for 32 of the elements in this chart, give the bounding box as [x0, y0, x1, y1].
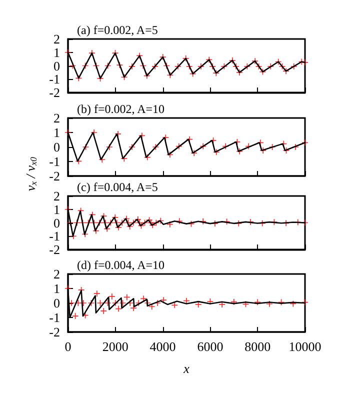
y-tick-label: 1	[54, 125, 60, 140]
y-tick-label: 2	[54, 110, 60, 126]
y-tick-label: -2	[49, 85, 60, 100]
y-tick-label: 0	[54, 58, 60, 74]
x-tick-label: 4000	[150, 339, 176, 354]
y-tick-label: 0	[54, 215, 60, 230]
x-tick-label: 6000	[197, 339, 224, 354]
y-tick-label: -2	[49, 168, 60, 184]
y-tick-label: 0	[54, 140, 60, 154]
y-tick-label: -2	[49, 242, 60, 257]
y-tick-label: 2	[54, 188, 60, 204]
y-tick-label: 1	[54, 281, 60, 296]
chart-title: (b) f=0.002, A=10	[77, 102, 165, 116]
y-tick-label: 1	[54, 44, 60, 60]
y-tick-label: 0	[54, 296, 60, 310]
x-axis-title: x	[182, 361, 190, 376]
y-tick-label: 2	[54, 32, 60, 46]
y-tick-label: -1	[49, 72, 60, 87]
x-tick-label: 0	[64, 339, 72, 354]
y-tick-label: -2	[49, 324, 60, 340]
y-tick-label: -1	[49, 154, 60, 169]
y-tick-label: 2	[54, 266, 60, 282]
y-axis-title: vx / vx0	[23, 156, 38, 192]
chart-title: (a) f=0.002, A=5	[77, 23, 158, 37]
x-tick-label: 10000	[288, 339, 322, 354]
x-tick-label: 2000	[102, 339, 128, 354]
y-tick-label: -1	[49, 228, 60, 244]
y-tick-label: 1	[54, 202, 60, 217]
chart-title: (c) f=0.004, A=5	[77, 180, 158, 194]
x-tick-label: 8000	[244, 339, 271, 354]
chart-title: (d) f=0.004, A=10	[77, 258, 165, 272]
y-tick-label: -1	[49, 310, 60, 325]
